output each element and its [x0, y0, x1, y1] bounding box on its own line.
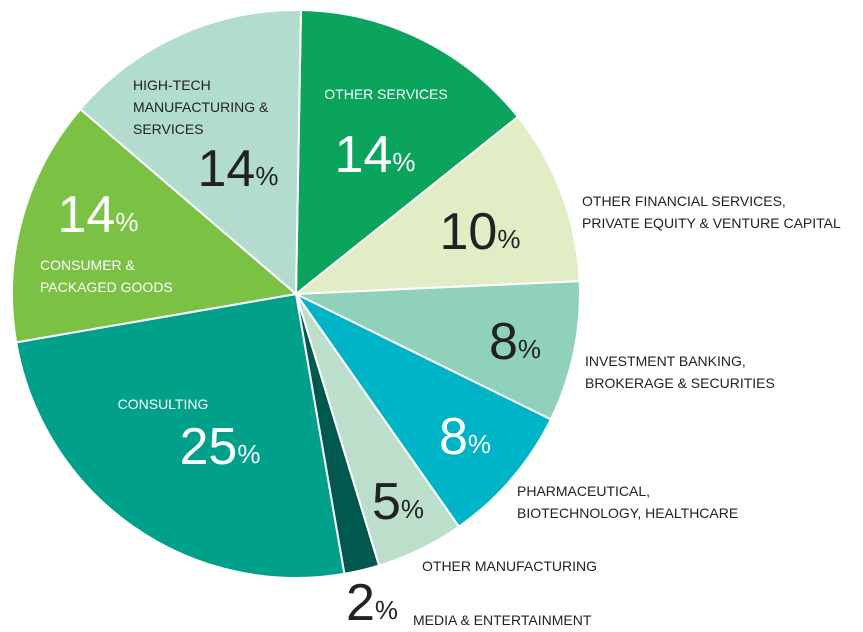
pie-slice — [295, 293, 553, 529]
pie-slice — [292, 115, 581, 296]
value-label: 8% — [489, 313, 541, 371]
value-label: 14% — [335, 126, 416, 184]
value-label: 8% — [439, 408, 491, 466]
pie-slice — [295, 280, 582, 421]
slice-label: OTHER FINANCIAL SERVICES, PRIVATE EQUITY … — [582, 193, 841, 231]
slice-label: OTHER MANUFACTURING — [422, 558, 597, 574]
value-label: 10% — [440, 203, 521, 261]
pie-slice — [78, 9, 302, 297]
slice-label: OTHER SERVICES — [324, 86, 447, 102]
slice-label: CONSULTING — [118, 396, 209, 412]
pie-slice — [11, 107, 299, 344]
value-label: 25% — [180, 418, 261, 476]
slice-label: HIGH-TECH MANUFACTURING & SERVICES — [133, 77, 269, 137]
slice-label: PHARMACEUTICAL, BIOTECHNOLOGY, HEALTHCARE — [517, 483, 738, 521]
slice-label: MEDIA & ENTERTAINMENT — [413, 612, 592, 628]
slice-label: CONSUMER & PACKAGED GOODS — [40, 257, 173, 295]
value-label: 5% — [372, 473, 424, 531]
value-label: 2% — [346, 574, 398, 632]
slice-label: INVESTMENT BANKING, BROKERAGE & SECURITIE… — [585, 353, 775, 391]
value-label: 14% — [58, 186, 139, 244]
pie-slice — [14, 292, 346, 579]
value-label: 14% — [198, 140, 279, 198]
pie-slice — [294, 9, 520, 297]
